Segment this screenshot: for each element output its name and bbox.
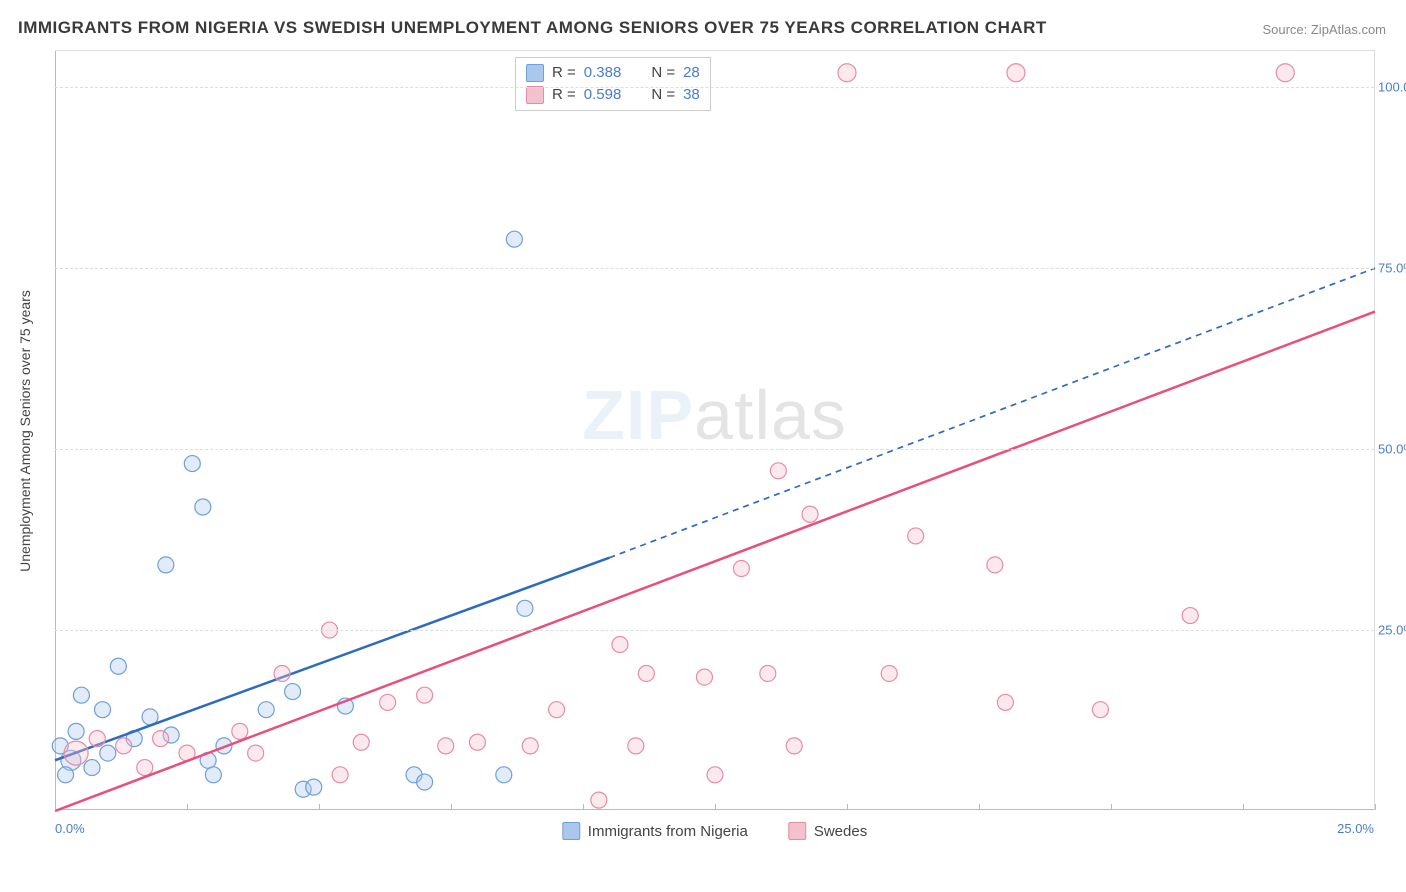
point-nigeria (258, 702, 274, 718)
point-nigeria (100, 745, 116, 761)
gridline-h (55, 268, 1374, 269)
point-swedes (417, 687, 433, 703)
point-swedes (549, 702, 565, 718)
legend-correlation: R =0.388N =28R =0.598N =38 (515, 57, 711, 111)
legend-series: Immigrants from Nigeria Swedes (562, 822, 867, 840)
gridline-h (55, 630, 1374, 631)
point-nigeria (417, 774, 433, 790)
x-tick-mark (979, 804, 980, 810)
x-tick-mark (55, 804, 56, 810)
point-swedes (707, 767, 723, 783)
point-nigeria (73, 687, 89, 703)
point-swedes (1182, 608, 1198, 624)
x-tick-mark (1111, 804, 1112, 810)
trendline-nigeria (55, 558, 609, 761)
x-tick-mark (319, 804, 320, 810)
point-swedes (628, 738, 644, 754)
point-swedes (274, 665, 290, 681)
x-tick-mark (1375, 804, 1376, 810)
x-tick-mark (1243, 804, 1244, 810)
point-swedes (1276, 64, 1294, 82)
gridline-h (55, 87, 1374, 88)
point-nigeria (306, 779, 322, 795)
n-value-nigeria: 28 (683, 62, 700, 84)
x-tick-high: 25.0% (1337, 821, 1374, 836)
point-swedes (438, 738, 454, 754)
trendline-swedes (55, 312, 1375, 811)
x-tick-mark (847, 804, 848, 810)
point-swedes (733, 561, 749, 577)
legend-corr-row-nigeria: R = 0.388 N = 28 (526, 62, 700, 84)
legend-swatch-swedes (526, 86, 544, 104)
point-swedes (908, 528, 924, 544)
point-swedes (786, 738, 802, 754)
y-tick-label: 100.0% (1378, 80, 1406, 95)
point-swedes (838, 64, 856, 82)
point-nigeria (205, 767, 221, 783)
point-swedes (232, 723, 248, 739)
chart-title: IMMIGRANTS FROM NIGERIA VS SWEDISH UNEMP… (18, 18, 1047, 38)
x-tick-mark (715, 804, 716, 810)
y-axis-label: Unemployment Among Seniors over 75 years (17, 290, 33, 572)
point-nigeria (158, 557, 174, 573)
point-swedes (332, 767, 348, 783)
point-swedes (137, 760, 153, 776)
y-tick-label: 75.0% (1378, 261, 1406, 276)
x-tick-low: 0.0% (55, 821, 85, 836)
source-label: Source: ZipAtlas.com (1262, 22, 1386, 37)
legend-swatch-nigeria (526, 64, 544, 82)
trendline-dashed-nigeria (609, 268, 1375, 558)
y-tick-label: 25.0% (1378, 623, 1406, 638)
point-swedes (248, 745, 264, 761)
point-swedes (802, 506, 818, 522)
r-label: R = (552, 62, 576, 84)
point-swedes (153, 731, 169, 747)
x-tick-mark (187, 804, 188, 810)
point-swedes (89, 731, 105, 747)
point-swedes (380, 694, 396, 710)
point-nigeria (58, 767, 74, 783)
point-swedes (638, 665, 654, 681)
point-swedes (696, 669, 712, 685)
point-swedes (522, 738, 538, 754)
point-swedes (353, 734, 369, 750)
point-swedes (770, 463, 786, 479)
point-nigeria (496, 767, 512, 783)
point-swedes (64, 741, 88, 765)
r-value-nigeria: 0.388 (584, 62, 622, 84)
x-tick-mark (451, 804, 452, 810)
point-nigeria (84, 760, 100, 776)
point-swedes (116, 738, 132, 754)
point-nigeria (110, 658, 126, 674)
legend-label-swedes: Swedes (814, 823, 867, 840)
y-tick-label: 50.0% (1378, 442, 1406, 457)
point-nigeria (285, 684, 301, 700)
point-swedes (591, 792, 607, 808)
point-swedes (760, 665, 776, 681)
point-swedes (1007, 64, 1025, 82)
point-swedes (612, 637, 628, 653)
plot-area: Unemployment Among Seniors over 75 years… (55, 50, 1375, 810)
point-swedes (987, 557, 1003, 573)
point-swedes (997, 694, 1013, 710)
legend-item-swedes: Swedes (788, 822, 867, 840)
gridline-h (55, 449, 1374, 450)
x-tick-mark (583, 804, 584, 810)
legend-swatch-nigeria (562, 822, 580, 840)
legend-label-nigeria: Immigrants from Nigeria (588, 823, 748, 840)
legend-swatch-swedes (788, 822, 806, 840)
point-nigeria (506, 231, 522, 247)
point-nigeria (68, 723, 84, 739)
point-nigeria (517, 600, 533, 616)
point-nigeria (95, 702, 111, 718)
point-swedes (881, 665, 897, 681)
n-label: N = (651, 62, 675, 84)
point-nigeria (184, 456, 200, 472)
scatter-svg (55, 51, 1374, 810)
point-nigeria (195, 499, 211, 515)
legend-item-nigeria: Immigrants from Nigeria (562, 822, 748, 840)
point-swedes (469, 734, 485, 750)
point-swedes (1092, 702, 1108, 718)
